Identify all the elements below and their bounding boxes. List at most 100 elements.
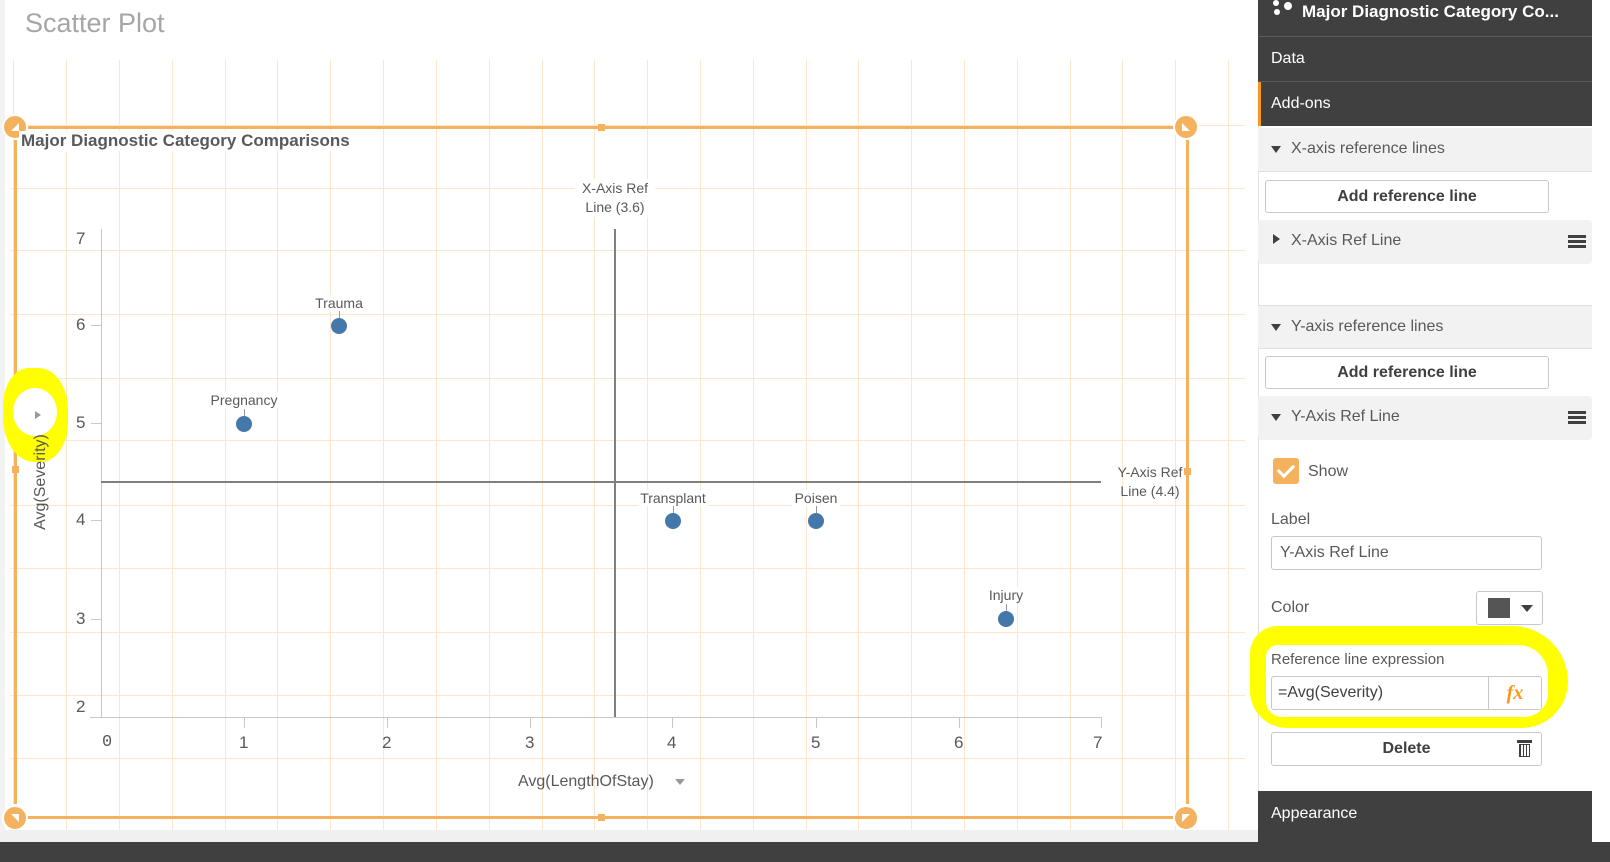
x-reference-label: X-Axis Ref Line (3.6) <box>575 179 655 217</box>
data-point-trauma[interactable] <box>331 318 347 334</box>
trash-icon <box>1517 740 1532 757</box>
point-leader <box>1006 604 1007 611</box>
nav-data-label: Data <box>1271 50 1305 67</box>
x-tick-label: 3 <box>525 733 535 752</box>
chevron-right-icon <box>1273 234 1280 244</box>
point-leader <box>244 409 245 416</box>
y-tick-mark <box>91 423 101 424</box>
x-tick-mark <box>672 718 673 728</box>
y-tick-label: 4 <box>76 510 86 529</box>
canvas-bottom-strip <box>0 830 1258 842</box>
y-reference-line <box>101 481 1101 483</box>
resize-handle-bottom[interactable] <box>598 814 605 821</box>
active-indicator <box>1258 82 1261 126</box>
nav-addons[interactable]: Add-ons <box>1258 81 1592 126</box>
bottom-bar <box>0 842 1610 862</box>
resize-handle-left[interactable] <box>12 466 19 473</box>
drag-handle-icon[interactable] <box>1568 235 1586 248</box>
point-label: Pregnancy <box>208 392 280 408</box>
expression-value: =Avg(Severity) <box>1278 684 1384 701</box>
delete-label: Delete <box>1382 740 1431 757</box>
resize-handle-top-right[interactable] <box>1173 114 1199 140</box>
edit-grid <box>10 60 1245 830</box>
add-x-reference-line-button[interactable]: Add reference line <box>1265 180 1549 213</box>
fx-icon[interactable]: fx <box>1488 677 1541 709</box>
y-tick-label: 7 <box>76 229 86 248</box>
y-tick-mark <box>91 325 101 326</box>
point-label: Injury <box>986 587 1026 603</box>
x-tick-label: 7 <box>1093 733 1103 752</box>
x-tick-label: 0 <box>102 733 113 752</box>
resize-handle-top[interactable] <box>598 124 605 131</box>
chevron-down-icon <box>1271 146 1281 153</box>
item-label: X-Axis Ref Line <box>1291 232 1402 249</box>
x-tick-mark <box>1101 718 1102 728</box>
nav-appearance[interactable]: Appearance <box>1258 791 1592 842</box>
reference-line-expression-input[interactable]: =Avg(Severity) fx <box>1271 676 1542 710</box>
expression-label: Reference line expression <box>1271 651 1445 668</box>
resize-handle-bottom-right[interactable] <box>1173 805 1199 831</box>
x-axis-ref-line-item[interactable]: X-Axis Ref Line <box>1258 220 1592 264</box>
y-tick-label: 6 <box>76 315 86 334</box>
color-picker[interactable] <box>1476 591 1543 625</box>
y-reference-label: Y-Axis Ref Line (4.4) <box>1112 463 1188 501</box>
x-tick-label: 5 <box>811 733 821 752</box>
point-leader <box>339 311 340 318</box>
y-tick-mark <box>91 520 101 521</box>
point-label: Trauma <box>313 295 365 311</box>
section-title: Y-axis reference lines <box>1291 318 1444 335</box>
drag-handle-icon[interactable] <box>1568 411 1586 424</box>
x-ref-label-line2: Line (3.6) <box>585 199 645 215</box>
sheet-canvas: Scatter Plot <box>0 0 1255 842</box>
x-reference-line <box>614 229 616 717</box>
add-y-reference-line-button[interactable]: Add reference line <box>1265 356 1549 389</box>
y-axis-reference-lines-header[interactable]: Y-axis reference lines <box>1258 305 1592 349</box>
x-tick-mark <box>244 718 245 728</box>
show-checkbox[interactable] <box>1273 458 1299 484</box>
x-tick-label: 6 <box>954 733 964 752</box>
x-tick-label: 2 <box>382 733 392 752</box>
label-input[interactable]: Y-Axis Ref Line <box>1271 536 1542 570</box>
resize-handle-right[interactable] <box>1184 468 1191 475</box>
x-tick-label: 1 <box>239 733 249 752</box>
nav-addons-label: Add-ons <box>1271 95 1331 112</box>
y-ref-label-line1: Y-Axis Ref <box>1117 464 1183 480</box>
data-point-transplant[interactable] <box>665 513 681 529</box>
x-tick-mark <box>530 718 531 728</box>
x-ref-label-line1: X-Axis Ref <box>581 180 649 196</box>
chart-title: Major Diagnostic Category Comparisons <box>19 131 352 151</box>
property-panel: Major Diagnostic Category Co... Data Add… <box>1250 0 1592 842</box>
y-tick-label: 3 <box>76 609 86 628</box>
label-field-label: Label <box>1271 511 1311 528</box>
left-edge <box>0 0 5 842</box>
point-label: Poisen <box>792 490 840 506</box>
y-axis-menu-icon[interactable] <box>35 411 41 419</box>
scatter-chart-icon <box>1273 0 1292 15</box>
data-point-injury[interactable] <box>998 611 1014 627</box>
x-axis-title[interactable]: Avg(LengthOfStay) <box>518 773 654 790</box>
y-axis-title[interactable]: Avg(Severity) <box>32 434 49 530</box>
x-axis-reference-lines-header[interactable]: X-axis reference lines <box>1258 128 1592 172</box>
color-label: Color <box>1271 599 1310 616</box>
sheet-title: Scatter Plot <box>25 8 165 38</box>
x-tick-label: 4 <box>667 733 677 752</box>
y-axis-ref-line-item[interactable]: Y-Axis Ref Line <box>1258 396 1592 440</box>
x-tick-mark <box>816 718 817 728</box>
item-label: Y-Axis Ref Line <box>1291 408 1400 425</box>
data-point-pregnancy[interactable] <box>236 416 252 432</box>
data-point-poisen[interactable] <box>808 513 824 529</box>
x-tick-mark <box>959 718 960 728</box>
resize-handle-bottom-left[interactable] <box>2 805 28 831</box>
y-tick-label: 2 <box>76 697 86 716</box>
nav-data[interactable]: Data <box>1258 36 1592 81</box>
x-axis-menu-icon[interactable] <box>675 779 685 785</box>
show-label: Show <box>1308 463 1349 480</box>
panel-title: Major Diagnostic Category Co... <box>1302 2 1559 21</box>
x-tick-mark <box>387 718 388 728</box>
y-tick-mark <box>91 619 101 620</box>
panel-header: Major Diagnostic Category Co... <box>1258 0 1592 36</box>
chevron-down-icon <box>1521 605 1533 612</box>
point-label: Transplant <box>638 490 708 506</box>
nav-appearance-label: Appearance <box>1271 805 1358 822</box>
delete-button[interactable]: Delete <box>1271 732 1542 766</box>
